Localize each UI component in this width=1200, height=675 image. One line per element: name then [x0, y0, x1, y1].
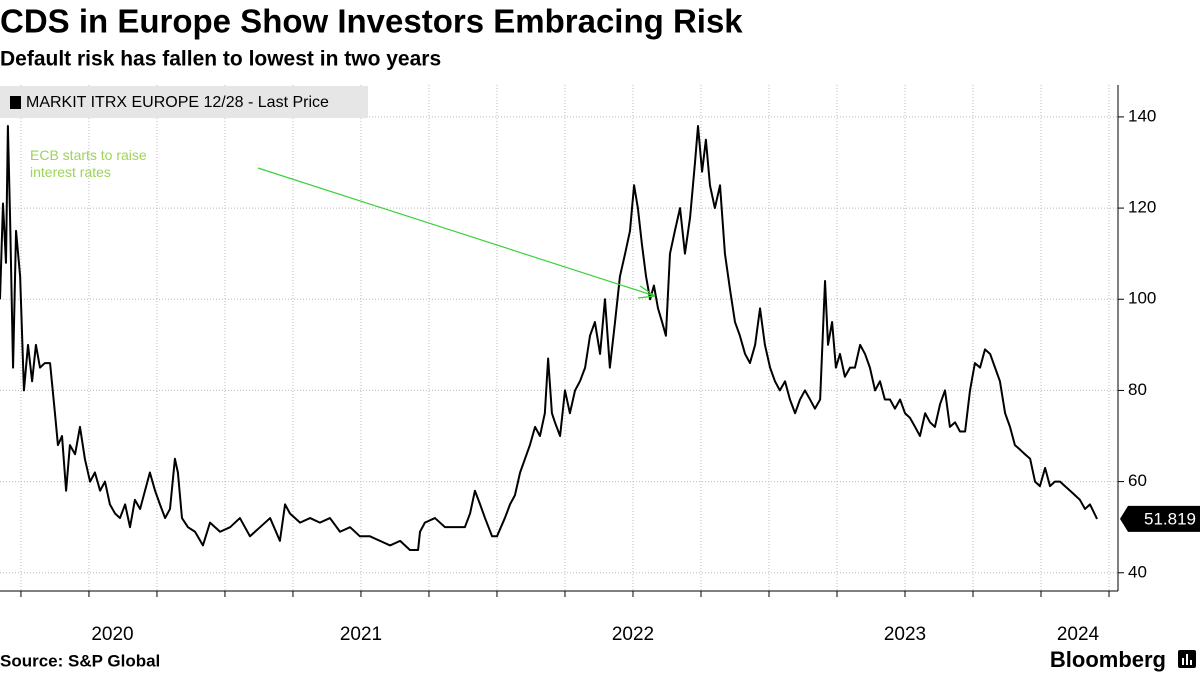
brand-icon: [1178, 650, 1196, 668]
legend-label: MARKIT ITRX EUROPE 12/28 - Last Price: [26, 94, 329, 111]
annotation: ECB starts to raise interest rates: [30, 147, 147, 180]
y-tick-label: 140: [1128, 106, 1156, 125]
chart-title: CDS in Europe Show Investors Embracing R…: [0, 3, 743, 40]
x-tick-label: 2021: [340, 624, 382, 645]
brand: Bloomberg: [1050, 647, 1166, 672]
y-tick-label: 40: [1128, 562, 1147, 581]
x-tick-label: 2024: [1057, 624, 1100, 645]
y-tick-label: 60: [1128, 471, 1147, 490]
annotation-arrowhead: [637, 285, 656, 299]
y-tick-label: 120: [1128, 198, 1156, 217]
source: Source: S&P Global: [0, 651, 160, 670]
legend-swatch: [10, 96, 21, 109]
x-tick-label: 2020: [91, 624, 133, 645]
data-line: [0, 125, 1098, 551]
last-price-box: [1120, 505, 1200, 532]
x-tick-label: 2022: [612, 624, 654, 645]
legend: MARKIT ITRX EUROPE 12/28 - Last Price: [0, 86, 368, 118]
legend-box: [0, 86, 368, 118]
x-tick-label: 2023: [884, 624, 926, 645]
last-price-label: 51.819: [1144, 509, 1196, 528]
y-tick-label: 100: [1128, 289, 1156, 308]
chart-subtitle: Default risk has fallen to lowest in two…: [0, 48, 441, 71]
annotation-arrow: [257, 167, 656, 297]
y-tick-label: 80: [1128, 380, 1147, 399]
